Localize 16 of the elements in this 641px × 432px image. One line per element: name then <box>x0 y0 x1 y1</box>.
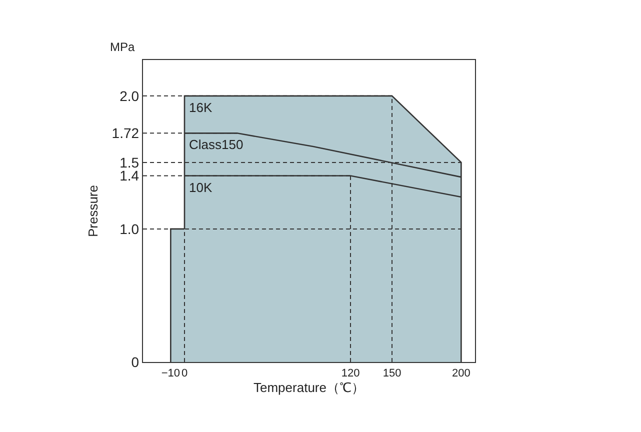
x-axis-title: Temperature（℃） <box>254 380 364 395</box>
series-label: 10K <box>189 180 212 195</box>
y-tick-label: 2.0 <box>120 88 140 104</box>
y-tick-label: 1.5 <box>120 154 140 170</box>
x-tick-label: 120 <box>341 367 360 380</box>
x-tick-label: −10 <box>161 367 180 380</box>
x-tick-label: 0 <box>181 367 188 380</box>
y-tick-label: 1.0 <box>120 220 140 237</box>
series-label: 16K <box>189 100 212 115</box>
y-axis-title: Pressure <box>86 184 101 238</box>
y-tick-label: 1.72 <box>112 125 140 142</box>
x-tick-label: 150 <box>382 367 402 380</box>
series-label: Class150 <box>189 137 244 152</box>
y-tick-label: 1.4 <box>120 168 140 184</box>
text: MPa <box>110 40 135 54</box>
x-tick-label: 200 <box>452 367 470 380</box>
